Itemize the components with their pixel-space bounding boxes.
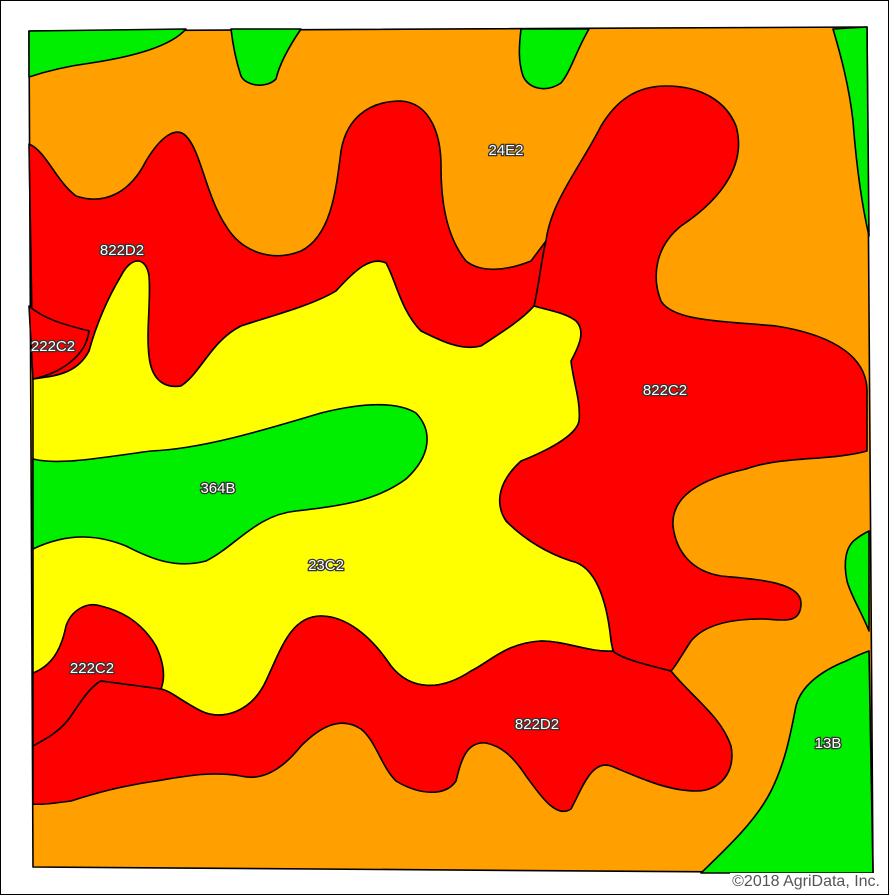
soil-unit-822D2-bottom-area (32, 615, 733, 812)
soil-unit-green-right-top (832, 26, 870, 237)
soil-label-822D2-top: 822D2 (100, 242, 144, 259)
soil-label-364B: 364B (200, 480, 235, 497)
soil-label-222C2-bottom: 222C2 (70, 660, 114, 677)
soil-label-13B: 13B (815, 735, 842, 752)
soil-unit-13B-area (700, 650, 874, 874)
soil-label-24E2: 24E2 (488, 142, 523, 159)
soil-unit-green-top-left (28, 28, 187, 78)
soil-unit-green-right-middle (844, 530, 870, 632)
soil-unit-green-top-middle (230, 28, 302, 86)
soil-label-822D2-bottom: 822D2 (515, 716, 559, 733)
soil-unit-green-top-right (518, 28, 590, 90)
soil-unit-364B-area (32, 403, 428, 565)
soil-label-222C2-left: 222C2 (31, 338, 75, 355)
soil-label-23C2: 23C2 (308, 557, 344, 574)
soil-unit-222C2-left-area (28, 305, 90, 380)
soil-label-822C2: 822C2 (643, 382, 687, 399)
copyright-notice: ©2018 AgriData, Inc. (730, 873, 882, 891)
